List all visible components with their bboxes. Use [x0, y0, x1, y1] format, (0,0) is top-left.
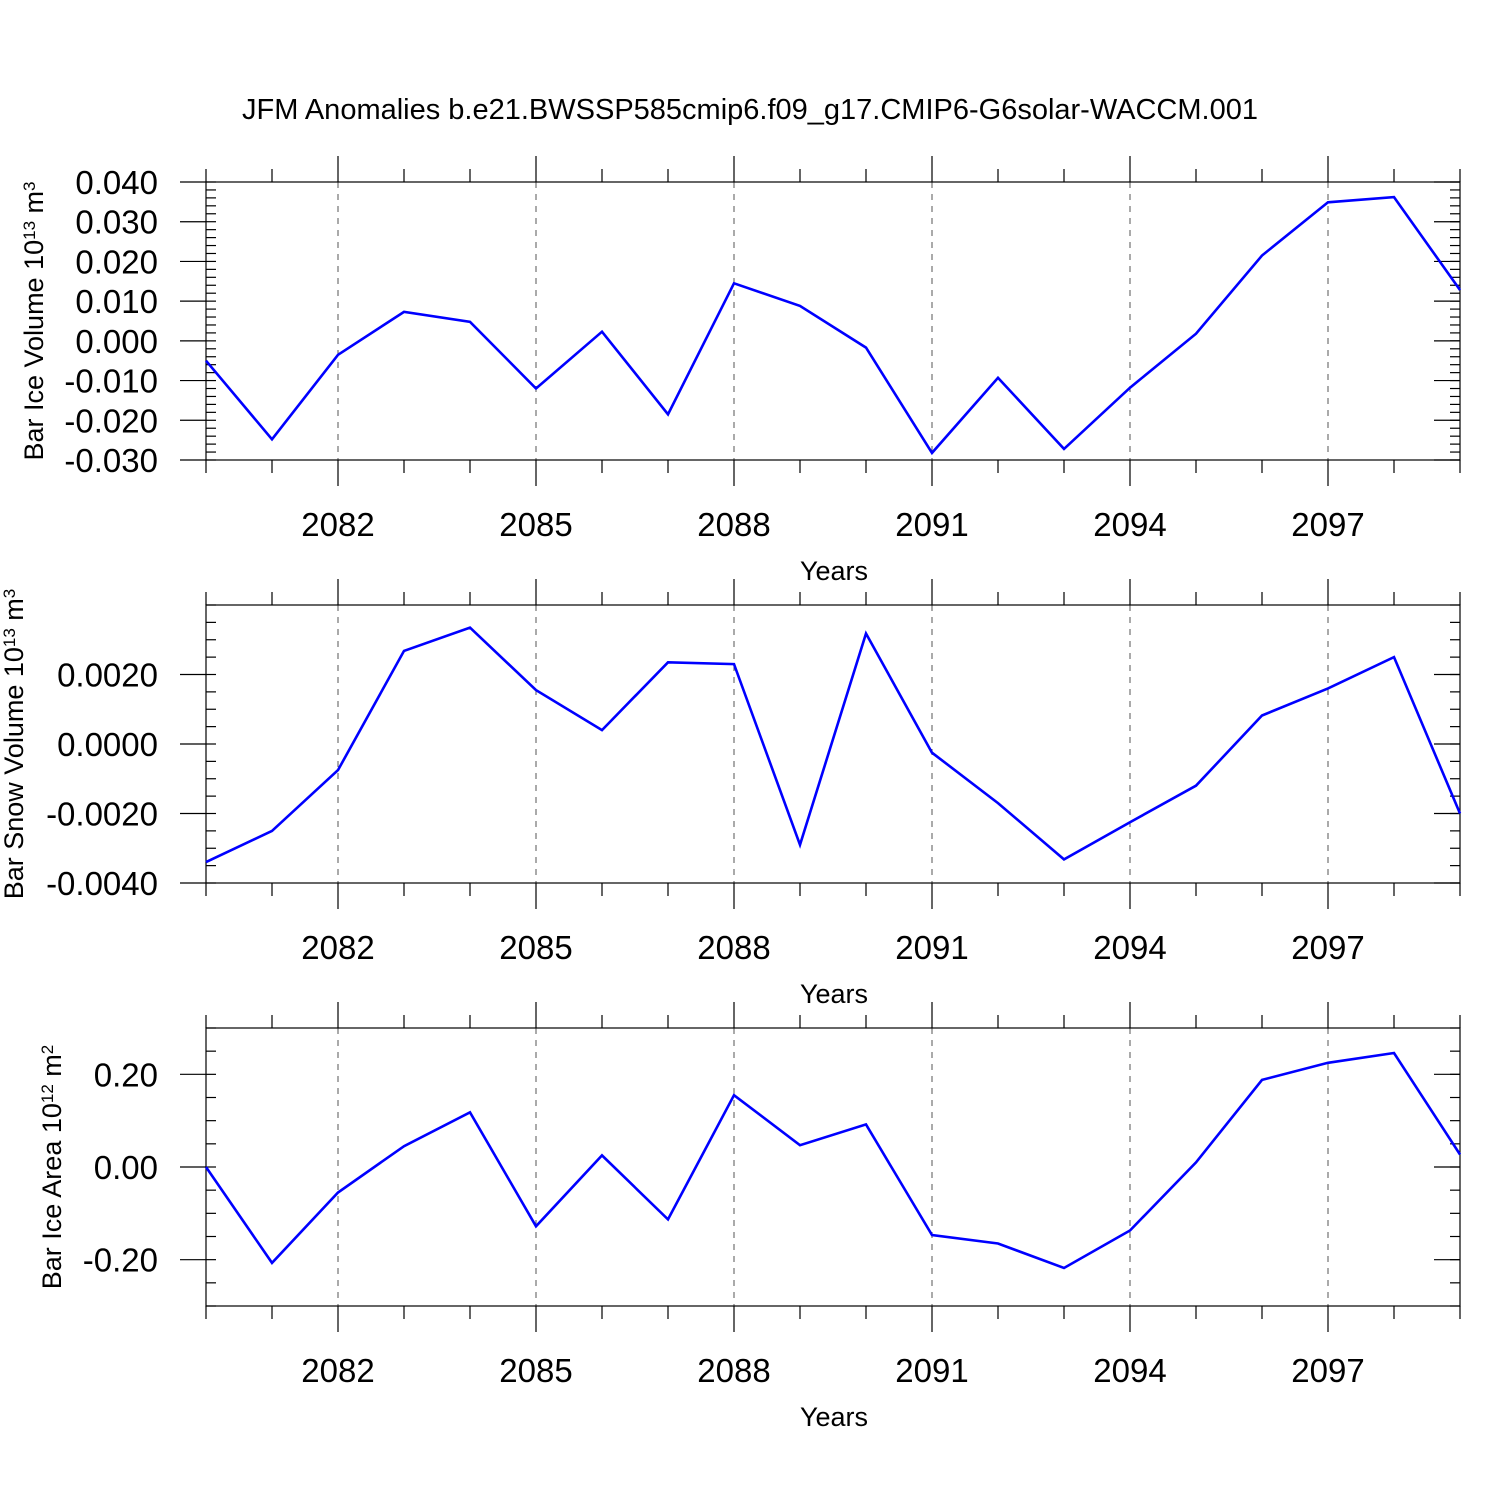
y-tick-label: 0.00	[94, 1149, 158, 1186]
chart-panel-2: 2082 2085 2088 2091 2094 2097 Years 0.0020 0.000…	[0, 579, 1462, 1009]
x-axis-label: Years	[800, 556, 868, 586]
x-tick-label: 2085	[499, 929, 572, 966]
x-tick-label: 2091	[895, 506, 968, 543]
x-tick-label: 2097	[1291, 506, 1364, 543]
series-line	[205, 195, 1462, 456]
x-tick-label: 2094	[1093, 506, 1166, 543]
y-tick-label: -0.0020	[46, 796, 158, 833]
y-axis-label-superscript: 2	[38, 1045, 57, 1054]
y-axis-label-superscript: 12	[38, 1084, 57, 1103]
y-axis-label-text: m	[19, 191, 49, 221]
x-tick-label: 2085	[499, 506, 572, 543]
x-tick-label: 2082	[301, 1352, 374, 1389]
y-axis-label: Bar Snow Volume 1013 m3	[0, 589, 29, 900]
y-axis-label-superscript: 3	[0, 589, 19, 598]
x-tick-label: 2097	[1291, 1352, 1364, 1389]
y-tick-label: -0.030	[64, 442, 158, 479]
y-axis-label-superscript: 13	[0, 628, 19, 647]
series-line	[205, 626, 1462, 864]
y-axis-label-text: Bar Ice Area 10	[37, 1103, 67, 1289]
y-tick-label: -0.010	[64, 363, 158, 400]
x-tick-label: 2094	[1093, 929, 1166, 966]
y-tick-label: 0.0020	[57, 657, 158, 694]
x-tick-label: 2097	[1291, 929, 1364, 966]
y-axis-label-superscript: 3	[20, 181, 39, 190]
y-tick-label: -0.0040	[46, 865, 158, 902]
y-axis-label-text: Bar Snow Volume 10	[0, 647, 29, 899]
x-tick-label: 2088	[697, 506, 770, 543]
x-axis-label: Years	[800, 1402, 868, 1432]
y-axis-label: Bar Ice Volume 1013 m3	[19, 181, 49, 460]
x-tick-label: 2094	[1093, 1352, 1166, 1389]
y-tick-label: 0.040	[75, 164, 158, 201]
y-tick-label: 0.010	[75, 283, 158, 320]
y-axis-label-text: m	[0, 598, 29, 628]
figure-title: JFM Anomalies b.e21.BWSSP585cmip6.f09_g1…	[242, 94, 1258, 126]
y-axis-label: Bar Ice Area 1012 m2	[37, 1045, 67, 1290]
x-tick-label: 2088	[697, 1352, 770, 1389]
plot-frame	[205, 181, 1461, 461]
x-tick-label: 2082	[301, 929, 374, 966]
y-axis-label-text: Bar Ice Volume 10	[19, 240, 49, 461]
y-tick-label: 0.20	[94, 1056, 158, 1093]
x-tick-label: 2091	[895, 1352, 968, 1389]
y-tick-label: 0.000	[75, 323, 158, 360]
y-tick-label: 0.020	[75, 243, 158, 280]
y-tick-label: -0.020	[64, 402, 158, 439]
x-axis-label: Years	[800, 979, 868, 1009]
y-tick-label: 0.0000	[57, 726, 158, 763]
y-axis-label-text: m	[37, 1054, 67, 1084]
x-tick-label: 2085	[499, 1352, 572, 1389]
panels: 2082 2085 2088 2091 2094 2097Years0.0400.0300…	[0, 156, 1462, 1432]
chart-panel-3: 2082 2085 2088 2091 2094 2097 Years 0.20 0.00 -0.…	[37, 1002, 1462, 1432]
x-tick-label: 2091	[895, 929, 968, 966]
x-tick-label: 2082	[301, 506, 374, 543]
y-tick-label: 0.030	[75, 204, 158, 241]
y-tick-label: -0.20	[83, 1242, 158, 1279]
y-axis-label-superscript: 13	[20, 221, 39, 240]
chart-panel-1: 2082 2085 2088 2091 2094 2097Years0.0400.0300…	[19, 156, 1462, 586]
series-line	[204, 1051, 1462, 1270]
x-tick-label: 2088	[697, 929, 770, 966]
